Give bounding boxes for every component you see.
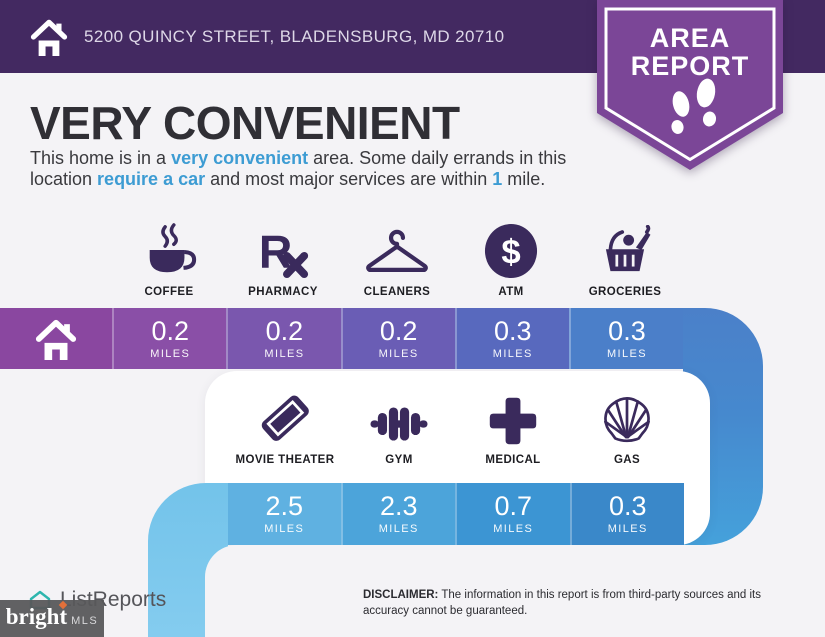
distance-cell-groceries: 0.3 MILES bbox=[568, 308, 684, 369]
brightmls-logo: bright MLS bbox=[0, 600, 104, 637]
footer-notch bbox=[205, 545, 710, 637]
distance-value: 0.2 bbox=[265, 315, 304, 346]
atm-icon: $ bbox=[484, 224, 538, 278]
distance-unit: MILES bbox=[264, 347, 305, 360]
pharmacy-icon: R bbox=[259, 225, 309, 279]
distance-cell-movie-theater: 2.5 MILES bbox=[228, 483, 341, 545]
distance-cell-medical: 0.7 MILES bbox=[455, 483, 570, 545]
groceries-icon bbox=[605, 225, 651, 272]
distance-cell-gym: 2.3 MILES bbox=[340, 483, 455, 545]
distance-bar-row1: 0.2 MILES 0.2 MILES 0.2 MILES 0.3 MILES … bbox=[0, 308, 684, 369]
amenity-label: COFFEE bbox=[144, 286, 194, 298]
distance-cell-pharmacy: 0.2 MILES bbox=[226, 308, 341, 369]
amenity-label: GYM bbox=[385, 454, 413, 466]
amenity-label: CLEANERS bbox=[363, 286, 431, 298]
amenity-row-2: MOVIE THEATER GYM MEDICAL GAS bbox=[228, 391, 684, 466]
amenity-label: MOVIE THEATER bbox=[235, 454, 335, 466]
distance-value: 2.3 bbox=[379, 491, 418, 521]
amenity-label: GAS bbox=[613, 454, 641, 466]
shell-gas-icon bbox=[604, 397, 650, 443]
amenity-gym: GYM bbox=[342, 391, 456, 466]
brightmls-wordmark: bright bbox=[5, 600, 68, 630]
distance-value: 0.7 bbox=[494, 491, 533, 521]
dumbbell-icon bbox=[370, 407, 428, 441]
footprints-icon bbox=[671, 78, 717, 134]
badge-title-line1: AREA bbox=[650, 23, 731, 53]
summary-highlight-car: require a car bbox=[97, 169, 206, 190]
summary-highlight-mile: 1 bbox=[492, 169, 503, 190]
badge-inner-border bbox=[604, 7, 776, 162]
distance-bar-row2: 2.5 MILES 2.3 MILES 0.7 MILES 0.3 MILES bbox=[228, 483, 684, 545]
amenity-atm: $ ATM bbox=[454, 219, 568, 298]
amenity-movie-theater: MOVIE THEATER bbox=[228, 391, 342, 466]
summary-part4: mile. bbox=[502, 169, 546, 190]
badge-title-line2: REPORT bbox=[631, 51, 750, 81]
summary-highlight-convenient: very convenient bbox=[171, 148, 309, 168]
amenity-groceries: GROCERIES bbox=[568, 219, 682, 298]
movie-ticket-icon bbox=[261, 395, 309, 441]
badge-pennant-shape bbox=[597, 0, 783, 170]
home-icon bbox=[30, 19, 68, 56]
property-address: 5200 QUINCY STREET, BLADENSBURG, MD 2071… bbox=[84, 26, 505, 46]
distance-value: 0.3 bbox=[494, 315, 532, 346]
amenity-pharmacy: R PHARMACY bbox=[226, 219, 340, 298]
distance-unit: MILES bbox=[606, 347, 647, 360]
svg-text:$: $ bbox=[501, 234, 520, 272]
distance-unit: MILES bbox=[264, 523, 305, 535]
amenity-label: MEDICAL bbox=[485, 454, 541, 466]
amenity-label: PHARMACY bbox=[248, 286, 318, 298]
mls-text: MLS bbox=[71, 615, 99, 627]
bright-text: bright bbox=[5, 604, 68, 629]
amenity-label: GROCERIES bbox=[588, 286, 662, 298]
summary-text: This home is in a very convenient area. … bbox=[30, 148, 596, 190]
distance-cell-gas: 0.3 MILES bbox=[569, 483, 684, 545]
amenity-label: ATM bbox=[498, 286, 524, 298]
distance-value: 0.2 bbox=[151, 315, 190, 346]
distance-unit: MILES bbox=[607, 523, 648, 535]
amenity-cleaners: CLEANERS bbox=[340, 219, 454, 298]
page-title: VERY CONVENIENT bbox=[30, 97, 460, 149]
distance-unit: MILES bbox=[378, 523, 419, 535]
distance-cell-coffee: 0.2 MILES bbox=[112, 308, 227, 369]
distance-cell-cleaners: 0.2 MILES bbox=[340, 308, 455, 369]
amenity-medical: MEDICAL bbox=[456, 391, 570, 466]
coffee-icon bbox=[149, 223, 197, 273]
summary-part2: area. Some daily errands in this locatio… bbox=[30, 148, 567, 190]
amenity-coffee: COFFEE bbox=[112, 219, 226, 298]
distance-unit: MILES bbox=[150, 347, 191, 360]
home-icon-white bbox=[35, 319, 77, 360]
distance-value: 0.3 bbox=[608, 315, 646, 346]
home-cell bbox=[0, 308, 113, 369]
distance-unit: MILES bbox=[493, 523, 534, 535]
distance-value: 0.3 bbox=[608, 491, 647, 521]
amenity-row-1: COFFEE R PHARMACY CLEANERS $ ATM bbox=[112, 219, 682, 298]
summary-part3: and most major services are within bbox=[205, 169, 493, 190]
distance-cell-atm: 0.3 MILES bbox=[454, 308, 569, 369]
distance-value: 2.5 bbox=[265, 491, 304, 521]
amenity-gas: GAS bbox=[570, 391, 684, 466]
summary-part1: This home is in a bbox=[30, 148, 172, 168]
medical-cross-icon bbox=[489, 397, 537, 445]
disclaimer-body: The information in this report is from t… bbox=[363, 589, 761, 617]
distance-unit: MILES bbox=[492, 347, 533, 360]
disclaimer-text: DISCLAIMER: The information in this repo… bbox=[363, 588, 805, 619]
cleaners-icon bbox=[366, 229, 428, 272]
disclaimer-label: DISCLAIMER: bbox=[363, 589, 439, 601]
distance-value: 0.2 bbox=[379, 315, 418, 346]
distance-unit: MILES bbox=[378, 347, 419, 360]
area-report-badge: AREA REPORT bbox=[597, 0, 783, 170]
